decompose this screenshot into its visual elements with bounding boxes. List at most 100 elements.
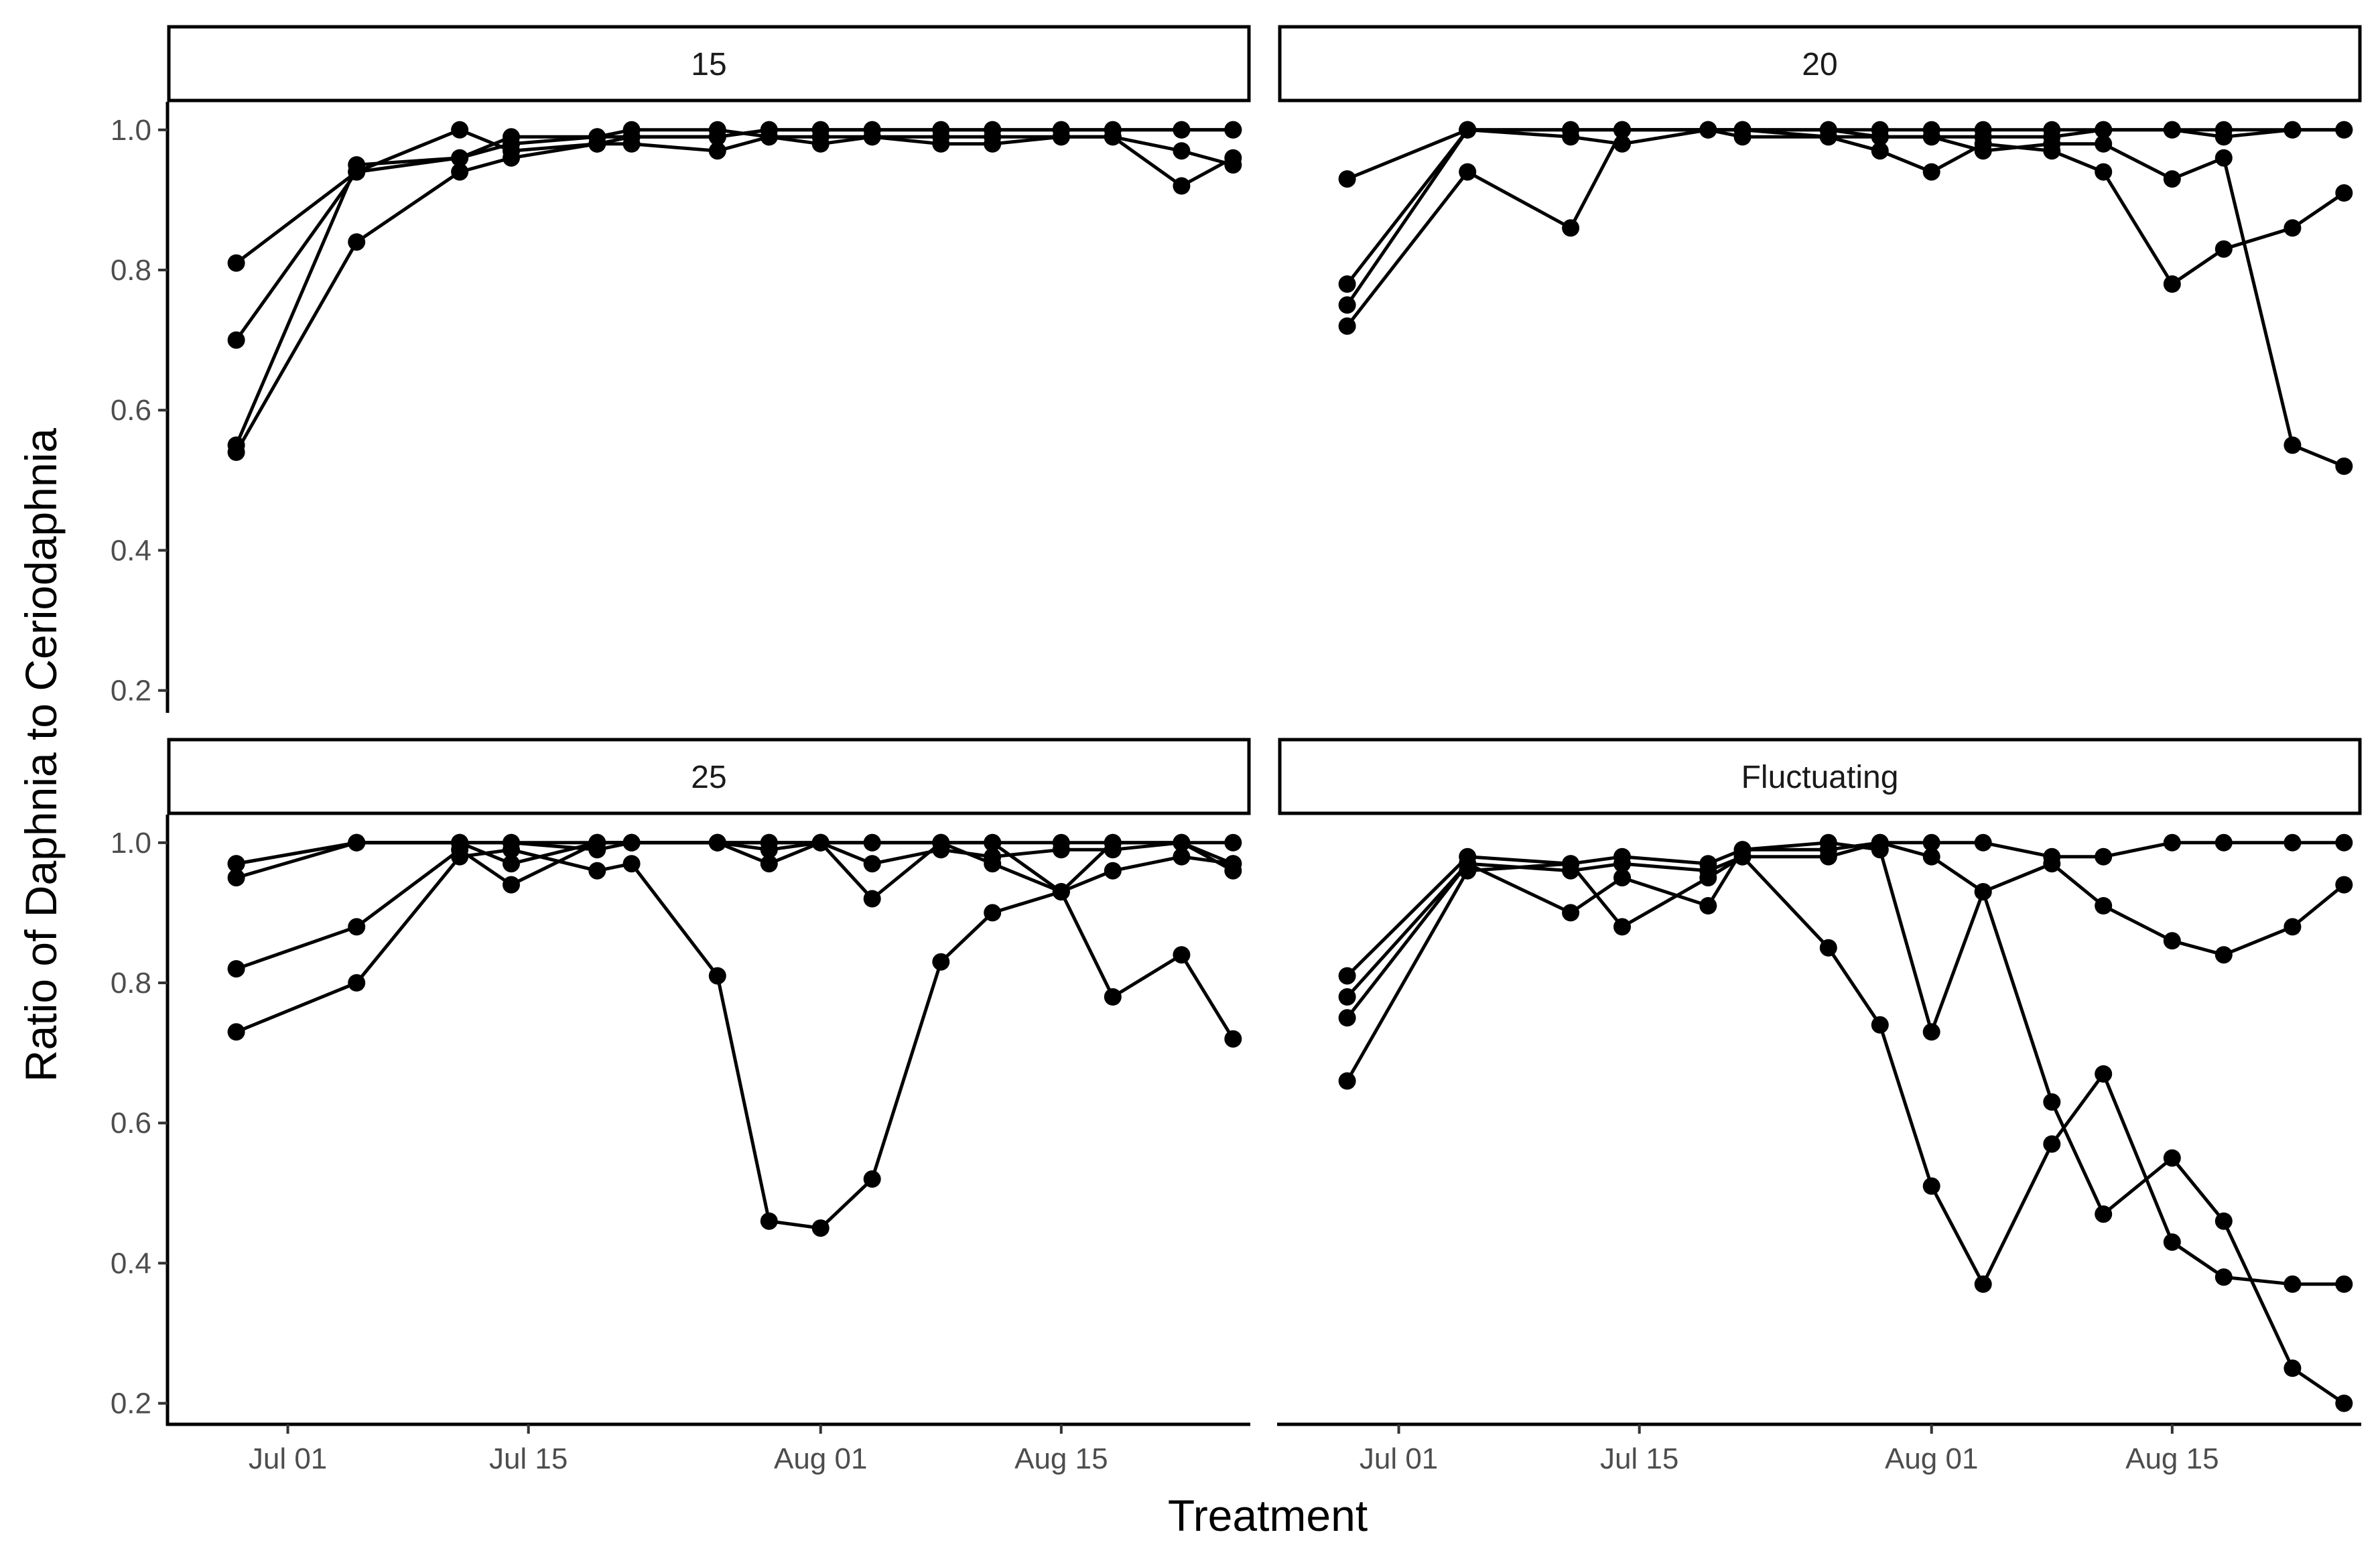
y-tick-label: 1.0 [111, 827, 151, 860]
facet-strip-label: 20 [1802, 47, 1837, 82]
data-point [932, 833, 950, 852]
data-point [227, 960, 245, 978]
data-point [1224, 855, 1242, 873]
data-point [1224, 121, 1242, 139]
data-point [2043, 1093, 2061, 1111]
y-tick-label: 0.6 [111, 1107, 151, 1140]
data-point [1733, 847, 1751, 866]
panel-0: 15 0.2 0.4 0.6 0.8 1.0 [111, 25, 1251, 713]
data-point [2284, 918, 2302, 936]
data-point [1819, 833, 1837, 852]
series-line-2 [235, 841, 1234, 971]
y-tick-label: 0.6 [111, 394, 151, 427]
data-point [2335, 121, 2353, 139]
data-point [588, 135, 606, 153]
data-point [708, 833, 726, 852]
series-line-1 [1345, 128, 2345, 286]
data-point [1173, 142, 1191, 160]
data-point [503, 149, 520, 167]
data-point [1052, 121, 1070, 139]
data-point [1338, 170, 1356, 188]
y-tick-label: 1.0 [111, 114, 151, 147]
data-point [1699, 897, 1717, 914]
data-point [1173, 833, 1191, 852]
data-point [1922, 128, 1940, 146]
data-point [760, 121, 778, 139]
data-point [1819, 847, 1837, 866]
data-point [932, 121, 950, 139]
y-tick-label: 0.8 [111, 967, 151, 1000]
data-point [760, 855, 778, 873]
data-point [227, 1023, 245, 1041]
data-point [984, 833, 1002, 852]
data-point [1338, 967, 1356, 985]
data-point [2284, 833, 2302, 852]
data-point [1173, 177, 1191, 195]
facet-strip-label: Fluctuating [1741, 760, 1899, 795]
panel-1: 20 [1278, 25, 2362, 475]
data-point [2095, 897, 2113, 914]
series-line-0 [1345, 841, 2344, 977]
panel-3: Fluctuating Jul 01 Jul 15 Aug 01 Aug 15 [1277, 738, 2362, 1475]
data-point [1459, 163, 1477, 181]
data-point [1922, 163, 1940, 181]
data-point [708, 967, 726, 985]
data-point [503, 855, 520, 873]
facet-strip [1278, 738, 2362, 815]
data-point [2043, 855, 2061, 873]
data-point [932, 135, 950, 153]
data-point [1338, 317, 1356, 335]
data-point [503, 128, 520, 146]
data-point [2214, 1268, 2233, 1286]
data-point [1173, 847, 1191, 866]
data-point [2163, 833, 2181, 852]
data-point [1613, 918, 1631, 936]
data-point [2163, 1149, 2181, 1167]
data-point [2335, 1275, 2353, 1293]
data-point [760, 833, 778, 852]
data-point [227, 254, 245, 272]
data-point [1104, 841, 1122, 859]
data-point [2043, 128, 2061, 146]
data-point [2095, 1065, 2113, 1083]
data-point [622, 833, 641, 852]
y-tick-label: 0.2 [111, 1387, 151, 1420]
data-point [1819, 939, 1837, 957]
series-line-2 [235, 128, 1234, 446]
series-line-3 [235, 847, 1234, 1230]
data-point [2284, 121, 2302, 139]
data-point [863, 855, 881, 873]
data-point [2284, 219, 2302, 237]
data-point [1922, 1023, 1940, 1041]
y-tick-label: 0.2 [111, 675, 151, 707]
data-point [2335, 833, 2353, 852]
data-point [1338, 1072, 1356, 1090]
data-point [1974, 142, 1992, 160]
data-point [1871, 142, 1889, 160]
data-point [863, 1170, 881, 1188]
y-tick-label: 0.4 [111, 534, 151, 567]
data-point [2214, 1212, 2233, 1230]
data-point [2284, 1359, 2302, 1377]
data-point [863, 121, 881, 139]
series-line-2 [1345, 841, 2345, 1405]
data-point [503, 876, 520, 894]
data-point [1699, 121, 1717, 139]
data-point [2214, 149, 2233, 167]
data-point [451, 121, 469, 139]
data-point [1974, 883, 1992, 901]
x-tick-label: Aug 01 [1885, 1442, 1978, 1475]
facet-strip [167, 738, 1251, 815]
data-point [2284, 436, 2302, 454]
data-point [1562, 855, 1580, 873]
data-point [1871, 1016, 1889, 1034]
data-point [1173, 121, 1191, 139]
data-point [348, 233, 366, 251]
data-point [1699, 869, 1717, 887]
data-point [2095, 163, 2113, 181]
series-line-3 [235, 128, 1234, 454]
data-point [1871, 841, 1889, 859]
data-point [2095, 121, 2113, 139]
data-point [2214, 240, 2233, 258]
series-line-0 [235, 128, 1234, 265]
